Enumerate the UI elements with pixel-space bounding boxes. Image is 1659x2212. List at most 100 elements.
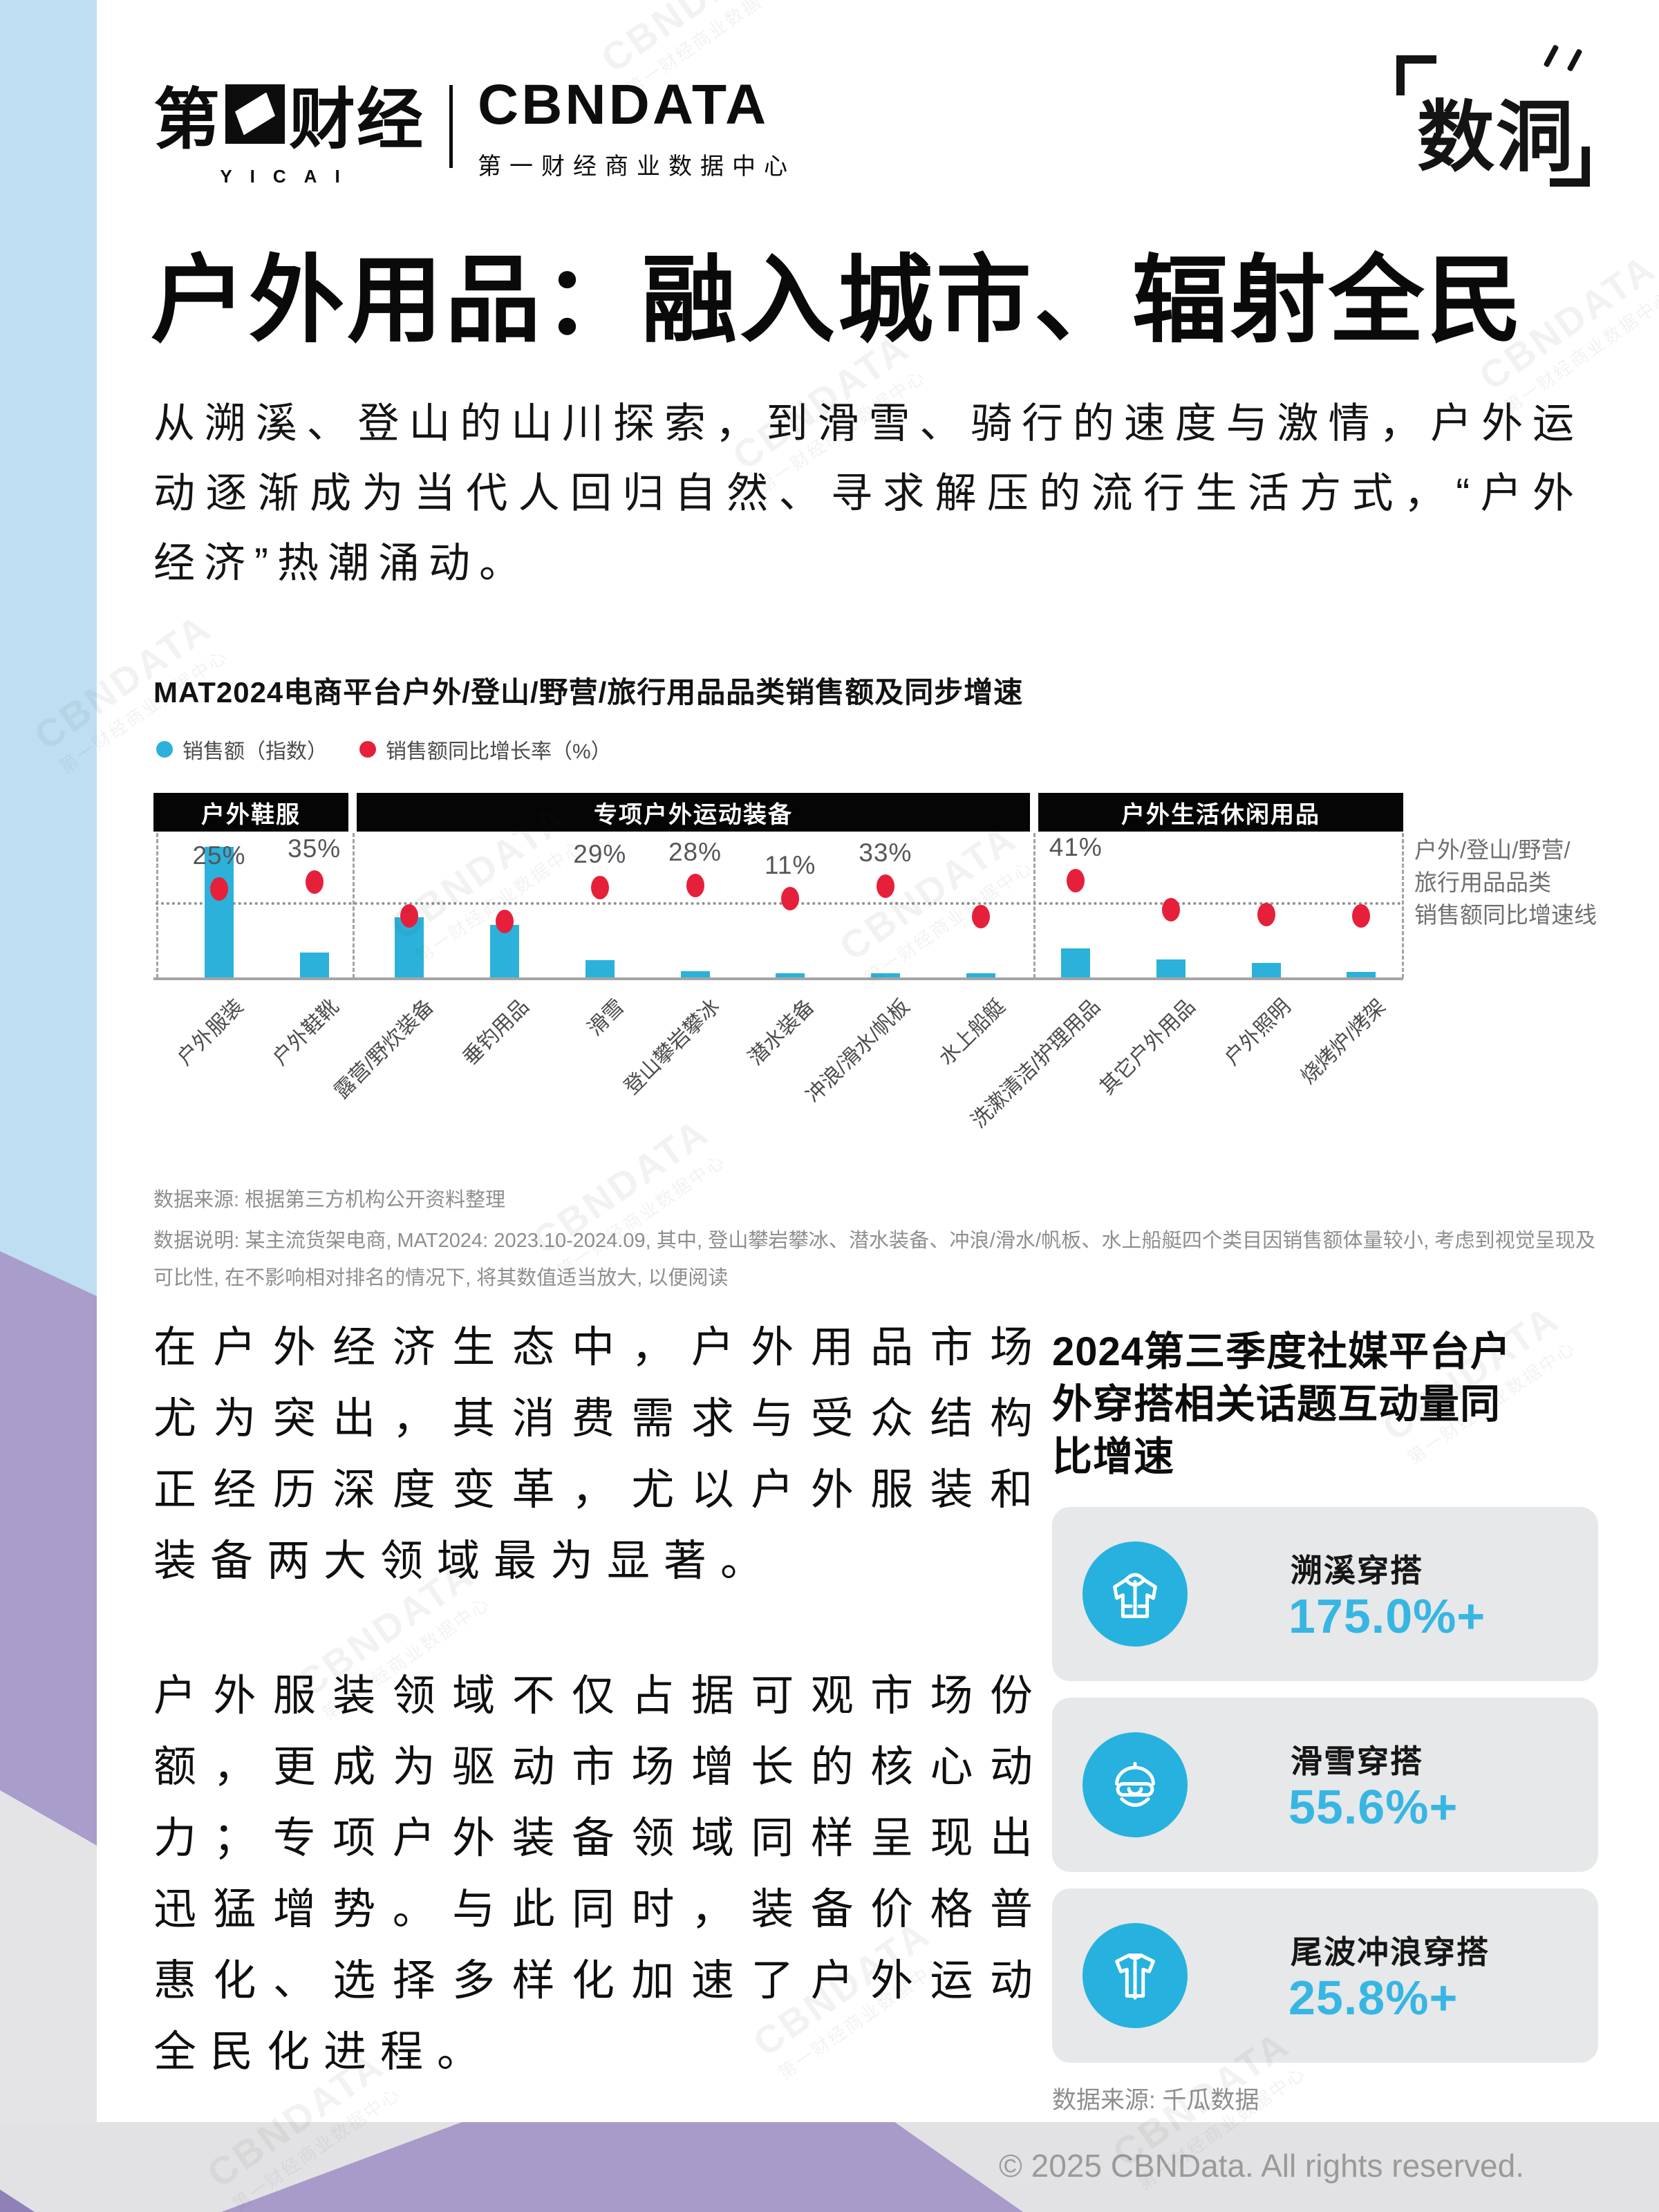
x-axis-label: 滑雪: [583, 995, 629, 1041]
sales-bar: [1061, 948, 1091, 977]
growth-dot: [400, 904, 419, 928]
yicai-logo-en: YICAI: [220, 166, 358, 187]
x-axis-label: 水上船艇: [935, 995, 1010, 1070]
chart-title: MAT2024电商平台户外/登山/野营/旅行用品品类销售额及同步增速: [153, 676, 1024, 709]
legend-label: 销售额（指数）: [182, 740, 328, 763]
yicai-logo-text-right: 财经: [289, 83, 424, 157]
legend-item-sales: 销售额（指数）: [156, 734, 328, 765]
sales-bar: [680, 971, 710, 977]
sales-bar: [1347, 972, 1376, 977]
copyright-text: © 2025 CBNData. All rights reserved.: [998, 2148, 1524, 2184]
sales-bar: [585, 960, 615, 977]
ski-helmet-icon: [1082, 1732, 1188, 1837]
legend-dot-red-icon: [359, 741, 376, 758]
group-divider-line: [1033, 833, 1035, 978]
x-axis-line: [153, 977, 1403, 980]
cbndata-logo-subtext: 第一财经商业数据中心: [478, 153, 796, 180]
average-growth-dotted-line: [156, 902, 1402, 905]
growth-dot: [305, 870, 324, 894]
growth-dot: [1352, 904, 1371, 928]
social-card-label: 溯溪穿搭: [1291, 1553, 1423, 1588]
sales-bar: [776, 973, 805, 977]
growth-dot: [876, 874, 894, 898]
growth-label: 33%: [859, 838, 912, 867]
tick-mark-icon: [1543, 44, 1559, 68]
yicai-logo: 第财经 YICAI: [153, 66, 424, 187]
tick-mark-icon: [1566, 48, 1583, 72]
social-card-value: 25.8%+: [1288, 1971, 1459, 2025]
x-axis-label: 户外服装: [173, 995, 248, 1070]
sales-bar: [490, 925, 520, 977]
growth-dot: [971, 905, 990, 928]
chart-method-note: 数据说明: 某主流货架电商, MAT2024: 2023.10-2024.09,…: [153, 1230, 1595, 1289]
sales-bar: [1251, 963, 1281, 977]
social-card-ski: 滑雪穿搭 55.6%+: [1052, 1698, 1598, 1872]
x-axis-label: 登山攀岩攀冰: [619, 995, 724, 1099]
wetsuit-icon: [1082, 1923, 1188, 2028]
chart-legend: 销售额（指数） 销售额同比增长率（%）: [156, 734, 612, 765]
growth-label: 35%: [288, 834, 341, 863]
growth-dot: [496, 910, 514, 933]
paragraph-2: 户外服装领域不仅占据可观市场份额，更成为驱动市场增长的核心动力；专项户外装备领域…: [153, 1672, 1047, 2076]
growth-label: 25%: [192, 841, 246, 870]
legend-item-growth: 销售额同比增长率（%）: [359, 734, 612, 765]
sales-bar: [1156, 959, 1185, 977]
legend-label: 销售额同比增长率（%）: [386, 740, 612, 763]
shudong-logo-text: 数洞: [1417, 94, 1575, 180]
bracket-bottom-right-icon: [1550, 147, 1590, 187]
intro-paragraph: 从溯溪、登山的山川探索，到滑雪、骑行的速度与激情，户外运动逐渐成为当代人回归自然…: [153, 400, 1583, 586]
group-header-leisure: 户外生活休闲用品: [1038, 793, 1403, 832]
sales-bar: [299, 953, 329, 977]
legend-dot-blue-icon: [156, 741, 173, 758]
social-card-creek: 溯溪穿搭 175.0%+: [1052, 1507, 1598, 1681]
sales-bar: [205, 847, 234, 977]
x-axis-label: 户外照明: [1220, 995, 1295, 1070]
social-panel-title: 2024第三季度社媒平台户外穿搭相关话题互动量同比增速: [1052, 1329, 1512, 1479]
growth-label: 11%: [765, 851, 816, 879]
shudong-logo: 数洞: [1396, 44, 1590, 187]
social-card-value: 175.0%+: [1288, 1589, 1486, 1643]
x-axis-label: 露营/野炊装备: [330, 995, 439, 1103]
growth-dot: [1067, 869, 1085, 892]
chart-source-note: 数据来源: 根据第三方机构公开资料整理: [153, 1189, 506, 1211]
growth-dot: [210, 877, 228, 901]
cbndata-logo-text: CBNDATA: [478, 73, 769, 136]
growth-dot: [1257, 903, 1275, 926]
group-divider-line: [353, 833, 355, 978]
group-header-special-gear: 专项户外运动装备: [357, 793, 1030, 832]
decor-purple-shape: [0, 1251, 97, 1846]
category-bar-chart: 户外鞋服 专项户外运动装备 户外生活休闲用品 25% 户外服装 35% 户外鞋靴 露营/…: [153, 793, 1405, 1208]
sales-bar: [870, 973, 900, 977]
x-axis-label: 垂钓用品: [458, 995, 534, 1070]
cbndata-logo: CBNDATA 第一财经商业数据中心: [478, 73, 796, 181]
left-decor-band: [0, 0, 97, 2212]
social-card-surf: 尾波冲浪穿搭 25.8%+: [1052, 1888, 1598, 2063]
growth-dot: [686, 874, 704, 897]
body-text-column: 在户外经济生态中，户外用品市场尤为突出，其消费需求与受众结构正经历深度变革，尤以…: [153, 1312, 1047, 2151]
social-card-label: 滑雪穿搭: [1291, 1743, 1423, 1779]
page-title: 户外用品：融入城市、辐射全民: [151, 247, 1526, 354]
social-source-note: 数据来源: 千瓜数据: [1052, 2087, 1259, 2114]
sales-bar: [966, 973, 995, 977]
avg-line-annotation: 户外/登山/野营/ 旅行用品品类 销售额同比增速线: [1414, 837, 1597, 928]
x-axis-label: 户外鞋靴: [268, 995, 344, 1070]
growth-label: 41%: [1049, 833, 1103, 861]
growth-dot: [590, 876, 609, 899]
group-divider-line: [1402, 833, 1404, 978]
group-header-shoes-apparel: 户外鞋服: [153, 793, 348, 832]
social-card-value: 55.6%+: [1288, 1780, 1459, 1834]
header-logos: 第财经 YICAI CBNDATA 第一财经商业数据中心: [153, 66, 796, 187]
x-axis-label: 潜水装备: [744, 995, 819, 1070]
bracket-top-left-icon: [1396, 55, 1436, 95]
paragraph-1: 在户外经济生态中，户外用品市场尤为突出，其消费需求与受众结构正经历深度变革，尤以…: [153, 1324, 1047, 1585]
social-topics-panel: 2024第三季度社媒平台户外穿搭相关话题互动量同比增速 溯溪穿搭 175.0%+: [1052, 1326, 1605, 2116]
x-axis-label: 其它户外用品: [1096, 995, 1200, 1099]
x-axis-label: 烧烤炉/烤架: [1296, 995, 1391, 1089]
growth-label: 28%: [668, 838, 722, 866]
decor-blue-shape: [0, 0, 97, 1296]
growth-label: 29%: [573, 840, 627, 868]
logo-divider: [449, 85, 453, 168]
social-card-label: 尾波冲浪穿搭: [1291, 1934, 1490, 1970]
growth-dot: [781, 887, 800, 910]
